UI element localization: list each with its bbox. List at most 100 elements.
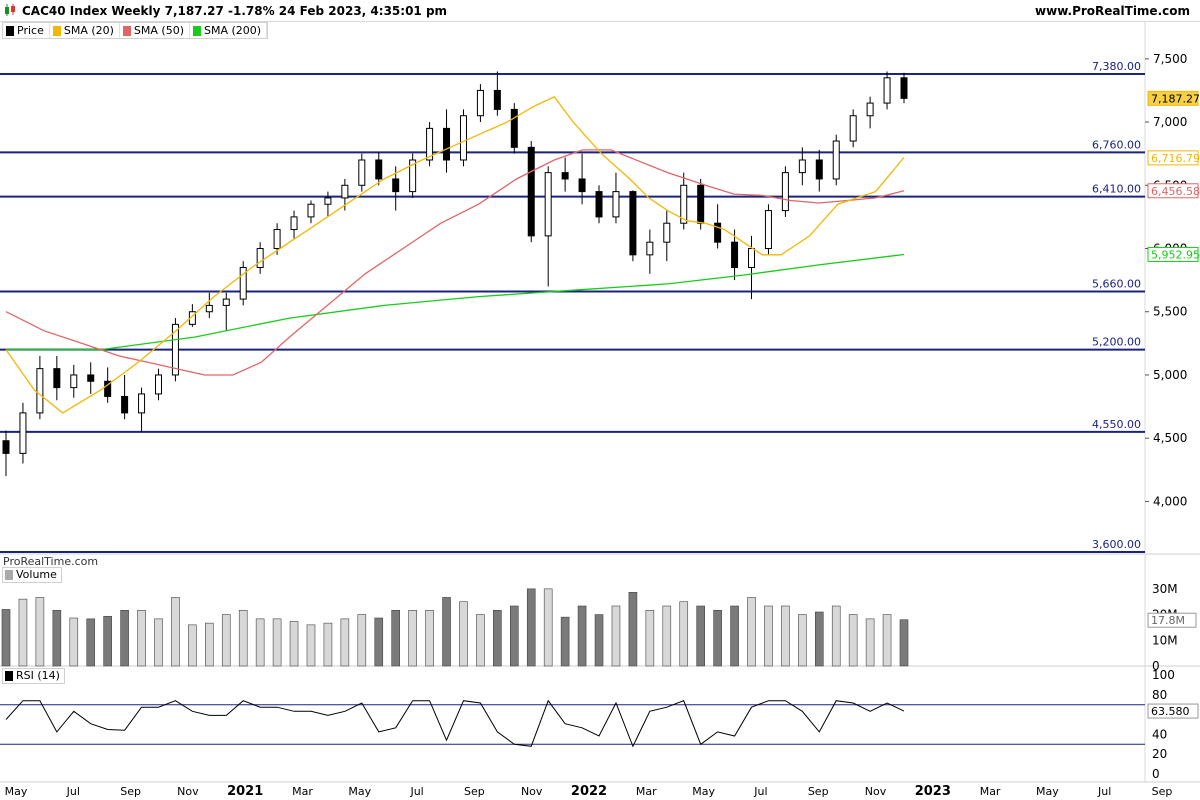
rsi-tick-label: 20 (1152, 747, 1167, 761)
volume-tick-label: 30M (1152, 582, 1178, 596)
candle-up (646, 241, 654, 256)
price-tick-label: 7,000 (1153, 115, 1187, 129)
candle-down (121, 395, 129, 414)
legend-price[interactable]: Price (3, 23, 50, 38)
candle-down (578, 178, 586, 193)
candle-up (764, 210, 772, 250)
level-label-4550: 4,550.00 (1092, 418, 1141, 431)
volume-bar (560, 616, 570, 667)
volume-bar (340, 618, 350, 667)
x-axis-label: Jul (66, 785, 80, 798)
volume-bar (848, 614, 858, 667)
volume-bar (137, 609, 146, 667)
volume-bar (459, 601, 468, 667)
rsi-tick-label: 0 (1152, 767, 1160, 781)
volume-bar (306, 624, 316, 667)
price-badge-label: 6,456.58 (1151, 185, 1200, 198)
candle-up (409, 159, 417, 193)
rsi-line (5, 699, 905, 748)
level-label-6410: 6,410.00 (1092, 183, 1141, 196)
x-axis-label: Jul (409, 785, 423, 798)
volume-bar (289, 621, 299, 667)
rsi-tick-label: 100 (1152, 668, 1175, 682)
legend-price-swatch (6, 25, 14, 36)
volume-bar (238, 609, 248, 667)
legend-price-label: Price (17, 23, 44, 37)
rsi-badge (1147, 703, 1199, 719)
x-axis-label: Sep (464, 785, 485, 798)
price-badge (1147, 183, 1199, 199)
candle-icon (5, 4, 15, 16)
x-axis-label: May (692, 785, 715, 798)
legend-sma20[interactable]: SMA (20) (50, 23, 120, 38)
volume-bar (798, 614, 807, 667)
candle-up (171, 323, 179, 376)
legend-sma50[interactable]: SMA (50) (120, 23, 190, 38)
volume-badge-label: 17.8M (1151, 614, 1185, 627)
candle-up (832, 140, 840, 180)
price-tick-label: 5,000 (1153, 368, 1187, 382)
price-badge-label: 6,716.79 (1151, 152, 1200, 165)
candle-down (443, 127, 451, 161)
volume-bar (357, 614, 367, 667)
volume-bar (120, 609, 129, 667)
volume-bar (171, 597, 180, 667)
volume-tick-label: 0 (1152, 659, 1160, 673)
volume-bar (577, 605, 587, 667)
candle-up (426, 127, 434, 161)
candle-down (527, 146, 535, 237)
candle-down (493, 89, 501, 110)
x-axis-label: 2023 (915, 784, 951, 799)
price-tick-label: 5,500 (1153, 305, 1187, 319)
price-tick-label: 4,500 (1153, 431, 1187, 445)
volume-bar (374, 617, 384, 667)
volume-label: Volume (2, 567, 62, 583)
volume-bar (35, 597, 45, 667)
volume-bar (764, 605, 773, 667)
candle-up (70, 374, 78, 389)
x-axis-label: 2022 (571, 784, 607, 799)
x-axis-label: May (348, 785, 371, 798)
volume-bar (103, 615, 112, 667)
x-axis-label: May (5, 785, 28, 798)
candle-up (476, 89, 484, 117)
x-axis-label: Mar (636, 785, 657, 798)
price-badge (1147, 150, 1199, 166)
candle-down (53, 368, 61, 389)
rsi-badge-label: 63.580 (1151, 705, 1190, 718)
volume-bar (188, 624, 197, 667)
candle-up (154, 374, 162, 395)
volume-bar (882, 614, 892, 667)
volume-bar (781, 605, 790, 667)
candle-up (273, 229, 281, 250)
volume-bar (899, 619, 909, 667)
candle-up (290, 216, 298, 231)
candle-up (358, 159, 366, 186)
legend-sma200[interactable]: SMA (200) (190, 23, 268, 38)
price-badge-label: 5,952.95 (1151, 248, 1200, 261)
candle-down (375, 159, 383, 180)
x-axis-label: Sep (808, 785, 829, 798)
volume-bar (52, 609, 62, 667)
rsi-swatch (5, 671, 13, 681)
candle-down (697, 184, 705, 224)
level-label-7380: 7,380.00 (1092, 60, 1141, 73)
volume-bar (747, 597, 756, 667)
price-legend: Price SMA (20) SMA (50) SMA (200) (2, 22, 269, 39)
candle-up (459, 115, 467, 161)
candle-up (222, 298, 230, 306)
volume-bar (323, 622, 333, 667)
candle-down (900, 77, 908, 99)
volume-bar (526, 588, 536, 667)
candle-up (612, 191, 620, 218)
price-badge-label: 7,187.27 (1151, 92, 1200, 105)
volume-bar (154, 618, 163, 667)
site-link[interactable]: www.ProRealTime.com (1035, 4, 1190, 18)
candle-down (2, 440, 10, 454)
chart-header: CAC40 Index Weekly 7,187.27 -1.78% 24 Fe… (0, 0, 1200, 22)
candle-up (883, 77, 891, 104)
level-label-6760: 6,760.00 (1092, 138, 1141, 151)
price-badge (1147, 90, 1199, 106)
volume-bar (814, 611, 824, 667)
